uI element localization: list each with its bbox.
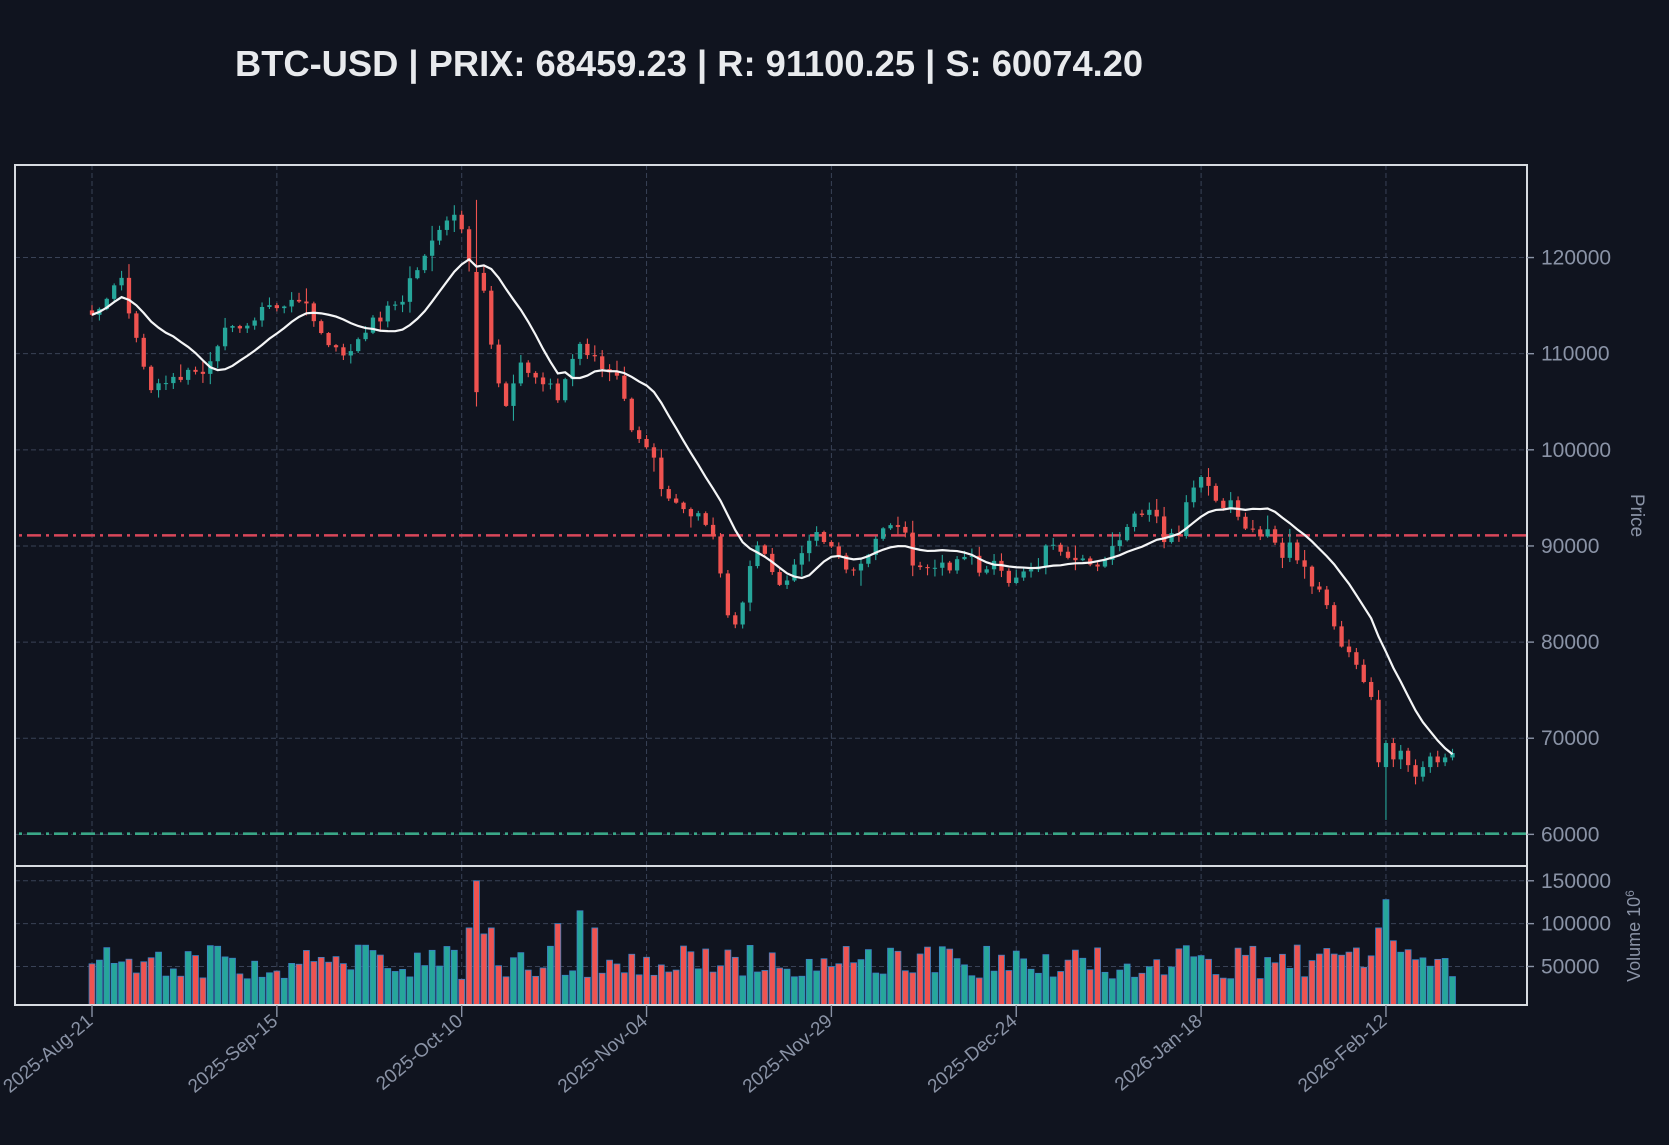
- svg-text:70000: 70000: [1541, 727, 1599, 750]
- svg-text:Volume 106: Volume 106: [1623, 890, 1644, 982]
- svg-text:100000: 100000: [1541, 439, 1611, 462]
- svg-text:100000: 100000: [1541, 913, 1611, 936]
- svg-text:80000: 80000: [1541, 631, 1599, 654]
- svg-text:BTC-USD | PRIX: 68459.23 | R:: BTC-USD | PRIX: 68459.23 | R: 91100.25 |…: [235, 43, 1143, 85]
- svg-text:60000: 60000: [1541, 823, 1599, 846]
- svg-text:Price: Price: [1626, 494, 1647, 537]
- svg-text:90000: 90000: [1541, 535, 1599, 558]
- svg-text:50000: 50000: [1541, 955, 1599, 978]
- svg-text:120000: 120000: [1541, 247, 1611, 270]
- svg-text:150000: 150000: [1541, 870, 1611, 893]
- svg-text:110000: 110000: [1541, 343, 1610, 366]
